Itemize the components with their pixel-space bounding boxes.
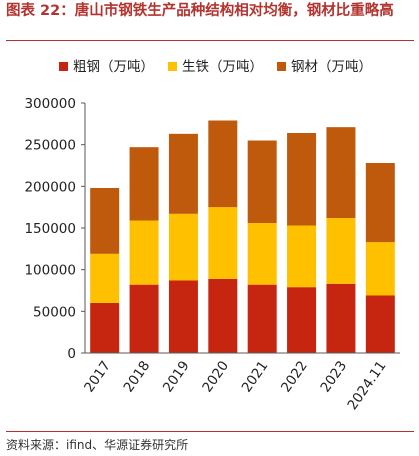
source-note: 资料来源：ifind、华源证券研究所 [6,438,189,452]
x-tick-label: 2023 [317,358,350,395]
legend-swatch [277,62,286,71]
bar-segment-1 [208,278,238,353]
bar-segment-3 [129,147,159,221]
bar-segment-1 [326,283,356,353]
bar-segment-3 [365,163,395,243]
title-divider [6,40,414,41]
legend: 粗钢（万吨） 生铁（万吨） 钢材（万吨） [59,59,372,75]
y-tick-label: 150000 [24,221,76,237]
legend-label: 生铁（万吨） [182,59,263,75]
legend-swatch [168,62,177,71]
bar-segment-1 [90,303,120,353]
bar-segment-2 [287,225,317,288]
bar-segment-3 [168,133,198,214]
bar-segment-1 [247,284,277,353]
x-tick-label: 2017 [81,358,114,395]
footer-divider [6,431,414,432]
y-tick-label: 0 [67,346,76,362]
x-tick-label: 2020 [199,358,232,395]
y-tick-label: 250000 [24,138,76,154]
bar-segment-2 [365,242,395,296]
bar-segment-2 [129,220,159,285]
x-tick-label: 2018 [121,358,154,395]
bar-segment-3 [287,133,317,226]
y-tick-label: 100000 [24,263,76,279]
y-tick-label: 300000 [24,96,76,112]
y-tick-label: 200000 [24,179,76,195]
bar-segment-1 [287,287,317,353]
bar-segment-3 [247,140,277,223]
legend-label: 钢材（万吨） [291,59,372,75]
bar-segment-3 [208,120,238,208]
bar-segment-1 [168,280,198,353]
bar-segment-2 [326,218,356,284]
bar-segment-3 [90,188,120,254]
x-tick-label: 2022 [278,358,311,395]
bar-segment-3 [326,127,356,218]
x-tick-label: 2024.11 [344,358,389,413]
bar-segment-2 [247,223,277,285]
bar-segment-1 [129,284,159,353]
y-tick-label: 50000 [33,304,76,320]
bar-segment-1 [365,295,395,353]
bar-segment-2 [90,253,120,303]
x-tick-label: 2019 [160,358,193,395]
x-tick-label: 2021 [239,358,272,395]
chart-title: 图表 22：唐山市钢铁生产品种结构相对均衡，钢材比重略高 [6,3,394,19]
bar-segment-2 [208,207,238,279]
legend-swatch [59,62,68,71]
bars [90,120,395,353]
y-axis: 0 50000 100000 150000 200000 250000 300000 [24,96,86,362]
legend-label: 粗钢（万吨） [73,59,154,75]
bar-segment-2 [168,213,198,281]
